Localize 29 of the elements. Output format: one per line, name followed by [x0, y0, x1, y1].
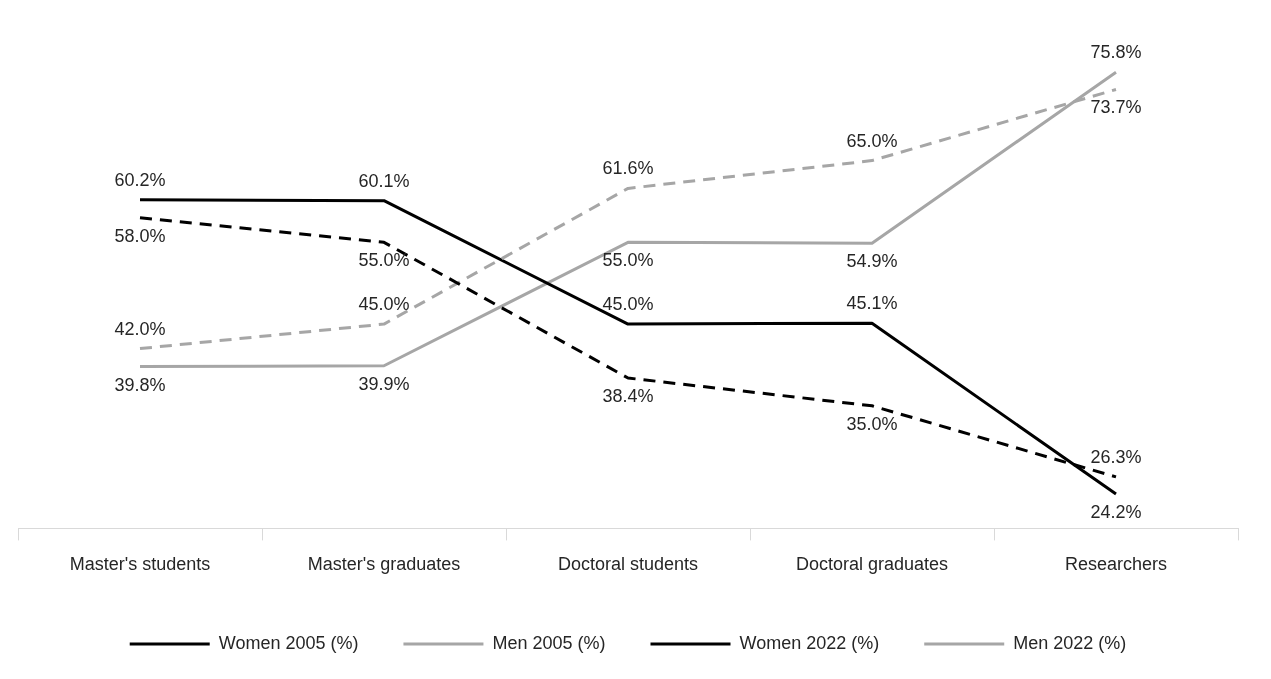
data-label: 58.0%: [114, 225, 166, 246]
data-label: 54.9%: [846, 251, 898, 272]
data-label: 55.0%: [602, 250, 654, 271]
data-label: 75.8%: [1090, 42, 1142, 63]
data-label: 42.0%: [114, 318, 166, 339]
data-label: 60.1%: [358, 170, 410, 191]
data-label: 24.2%: [1090, 502, 1142, 523]
data-label: 38.4%: [602, 385, 654, 406]
data-label: 61.6%: [602, 158, 654, 179]
x-tick-label: Master's students: [69, 554, 211, 575]
data-label: 26.3%: [1090, 446, 1142, 467]
data-label: 45.0%: [602, 294, 654, 315]
data-label: 45.1%: [846, 293, 898, 314]
data-label: 39.9%: [358, 373, 410, 394]
legend-label: Men 2005 (%): [492, 632, 606, 653]
data-label: 39.8%: [114, 374, 166, 395]
x-tick-label: Doctoral graduates: [795, 554, 949, 575]
x-tick-label: Doctoral students: [557, 554, 699, 575]
legend-label: Men 2022 (%): [1013, 632, 1127, 653]
legend-label: Women 2022 (%): [739, 632, 880, 653]
data-label: 73.7%: [1090, 97, 1142, 118]
data-label: 65.0%: [846, 130, 898, 151]
x-tick-label: Researchers: [1064, 554, 1168, 575]
legend-label: Women 2005 (%): [218, 632, 359, 653]
data-label: 60.2%: [114, 169, 166, 190]
x-tick-label: Master's graduates: [307, 554, 461, 575]
data-label: 35.0%: [846, 413, 898, 434]
data-label: 45.0%: [358, 294, 410, 315]
data-label: 55.0%: [358, 250, 410, 271]
